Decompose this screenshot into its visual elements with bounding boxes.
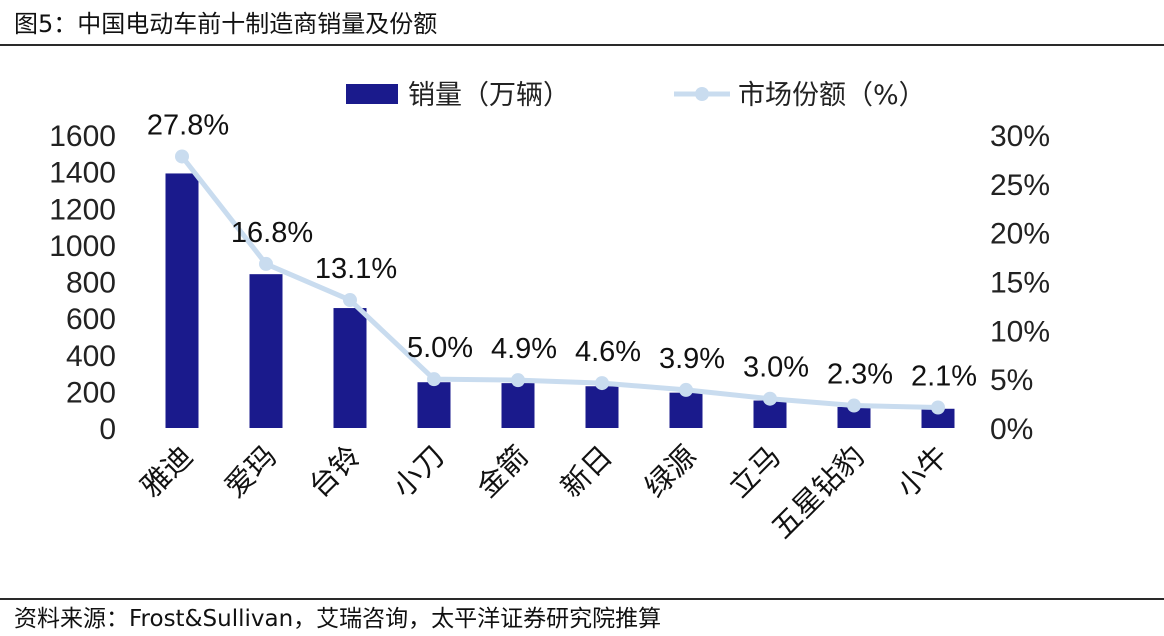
right-tick-label: 10% xyxy=(990,315,1050,348)
share-data-label: 3.0% xyxy=(743,352,809,384)
sales-bar xyxy=(921,408,955,428)
left-tick-label: 1600 xyxy=(49,120,116,153)
share-line xyxy=(180,154,939,410)
figure-title: 图5：中国电动车前十制造商销量及份额 xyxy=(14,10,438,38)
share-data-label: 2.3% xyxy=(827,359,893,391)
category-label: 五星钻豹 xyxy=(765,439,871,545)
right-tick-label: 20% xyxy=(990,218,1050,251)
data-labels: 27.8% 16.8%13.1% 5.0% 4.9% 4.6% 3.9% 3.0% 2.3% 2… xyxy=(147,109,977,392)
category-label: 绿源 xyxy=(638,439,703,504)
category-label: 爱玛 xyxy=(218,439,283,504)
share-point xyxy=(679,382,693,397)
right-axis: 0% 5% 10% 15% 20% 25% 30% xyxy=(990,120,1050,446)
share-data-label: 3.9% xyxy=(659,343,725,375)
sales-bar xyxy=(501,383,535,428)
share-data-label: 4.6% xyxy=(575,336,641,368)
left-tick-label: 1000 xyxy=(49,230,116,263)
category-label: 新日 xyxy=(554,439,619,504)
share-data-label: 4.9% xyxy=(491,333,557,365)
category-label: 立马 xyxy=(722,439,787,504)
right-tick-label: 30% xyxy=(990,120,1050,153)
category-label: 雅迪 xyxy=(134,439,199,504)
sales-bar xyxy=(669,392,703,428)
legend: 销量（万辆） 市场份额（%） xyxy=(346,80,926,111)
share-data-label: 16.8% xyxy=(231,217,313,249)
top-rule xyxy=(0,44,1164,46)
left-tick-label: 1200 xyxy=(49,193,116,226)
share-point xyxy=(511,373,525,388)
sales-bar xyxy=(417,382,451,428)
share-line-series xyxy=(175,149,945,415)
right-tick-label: 15% xyxy=(990,267,1050,300)
left-tick-label: 1400 xyxy=(49,157,116,190)
share-data-label: 5.0% xyxy=(407,332,473,364)
bar-series xyxy=(165,173,955,428)
source-note: 资料来源：Frost&Sullivan，艾瑞咨询，太平洋证券研究院推算 xyxy=(14,606,662,632)
legend-line-label: 市场份额（%） xyxy=(738,80,926,111)
sales-bar xyxy=(585,386,619,428)
share-point xyxy=(343,293,357,308)
sales-bar xyxy=(333,308,367,428)
share-point xyxy=(259,256,273,271)
legend-bar-swatch xyxy=(346,84,398,104)
share-point xyxy=(175,149,189,164)
share-data-label: 2.1% xyxy=(911,360,977,392)
left-tick-label: 800 xyxy=(66,267,116,300)
category-label: 小牛 xyxy=(890,439,955,504)
left-tick-label: 0 xyxy=(99,413,116,446)
category-label: 金箭 xyxy=(470,439,535,504)
left-tick-label: 200 xyxy=(66,376,116,409)
category-label: 台铃 xyxy=(302,439,367,504)
sales-bar xyxy=(249,274,283,428)
left-tick-label: 600 xyxy=(66,303,116,336)
right-tick-label: 0% xyxy=(990,413,1033,446)
sales-bar xyxy=(837,406,871,428)
legend-line-marker xyxy=(695,87,709,101)
share-point xyxy=(427,372,441,387)
sales-bar xyxy=(165,173,199,428)
bottom-rule xyxy=(0,598,1164,600)
right-tick-label: 25% xyxy=(990,169,1050,202)
share-data-label: 13.1% xyxy=(315,253,397,285)
legend-bar-label: 销量（万辆） xyxy=(408,80,570,111)
share-point xyxy=(763,391,777,406)
share-data-label: 27.8% xyxy=(147,109,229,141)
left-tick-label: 400 xyxy=(66,340,116,373)
category-label: 小刀 xyxy=(386,439,451,504)
share-point xyxy=(595,376,609,391)
share-point xyxy=(847,398,861,413)
right-tick-label: 5% xyxy=(990,364,1033,397)
share-point xyxy=(931,400,945,415)
